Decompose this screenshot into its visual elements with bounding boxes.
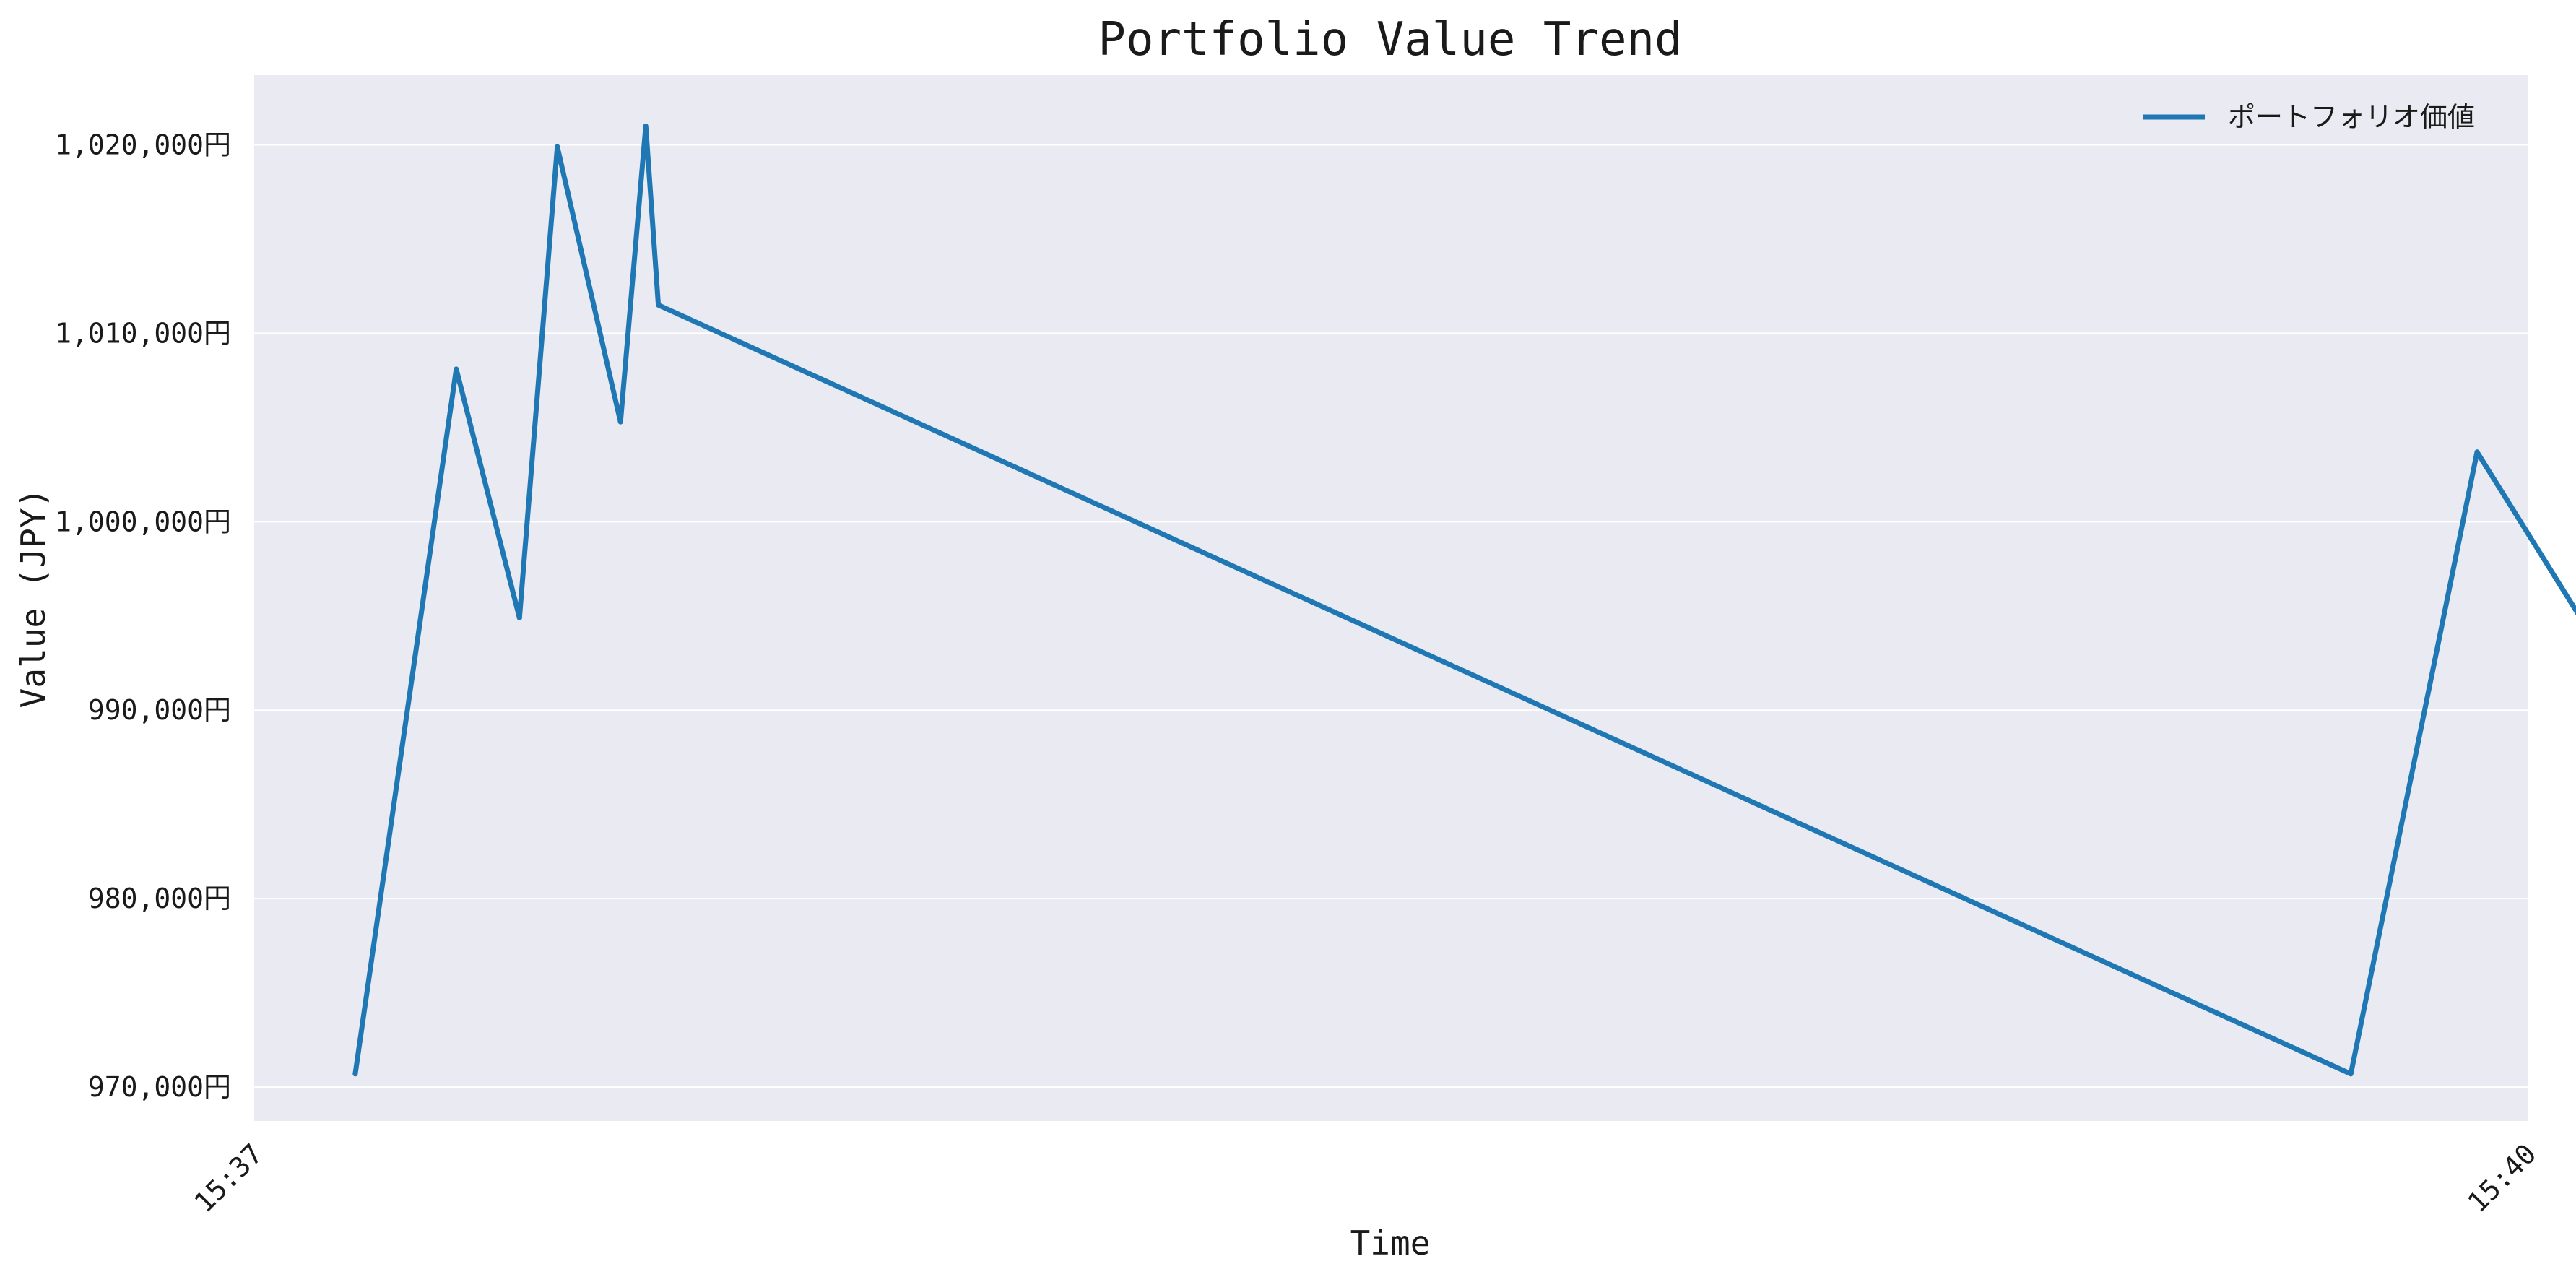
y-tick-label: 1,010,000円: [55, 317, 231, 349]
legend-label: ポートフォリオ価値: [2228, 101, 2475, 133]
x-axis-ticks: 15:37 15:40: [188, 1138, 2542, 1218]
data-point: [2474, 449, 2480, 455]
x-axis-label: Time: [1350, 1224, 1431, 1263]
plot-area: [254, 75, 2528, 1121]
x-tick-label: 15:40: [2461, 1138, 2542, 1218]
data-point: [643, 123, 649, 129]
y-tick-label: 990,000円: [88, 694, 231, 726]
data-point: [454, 366, 459, 372]
chart-title: Portfolio Value Trend: [1098, 13, 1682, 66]
y-tick-label: 970,000円: [88, 1071, 231, 1103]
y-axis-ticks: 970,000円 980,000円 990,000円 1,000,000円 1,010,…: [55, 129, 231, 1104]
x-tick-label: 15:37: [188, 1138, 269, 1218]
data-point: [516, 615, 522, 620]
data-point: [352, 1071, 358, 1077]
data-point: [555, 144, 560, 150]
y-tick-label: 1,020,000円: [55, 129, 231, 161]
grid-lines: [254, 144, 2528, 1088]
data-point: [617, 419, 623, 425]
data-point: [2348, 1071, 2354, 1077]
series-line-portfolio-value: [352, 123, 2576, 1077]
y-tick-label: 1,000,000円: [55, 506, 231, 537]
y-axis-label: Value (JPY): [14, 488, 53, 709]
legend: ポートフォリオ価値: [2143, 101, 2475, 133]
data-point: [656, 302, 662, 308]
y-tick-label: 980,000円: [88, 883, 231, 914]
